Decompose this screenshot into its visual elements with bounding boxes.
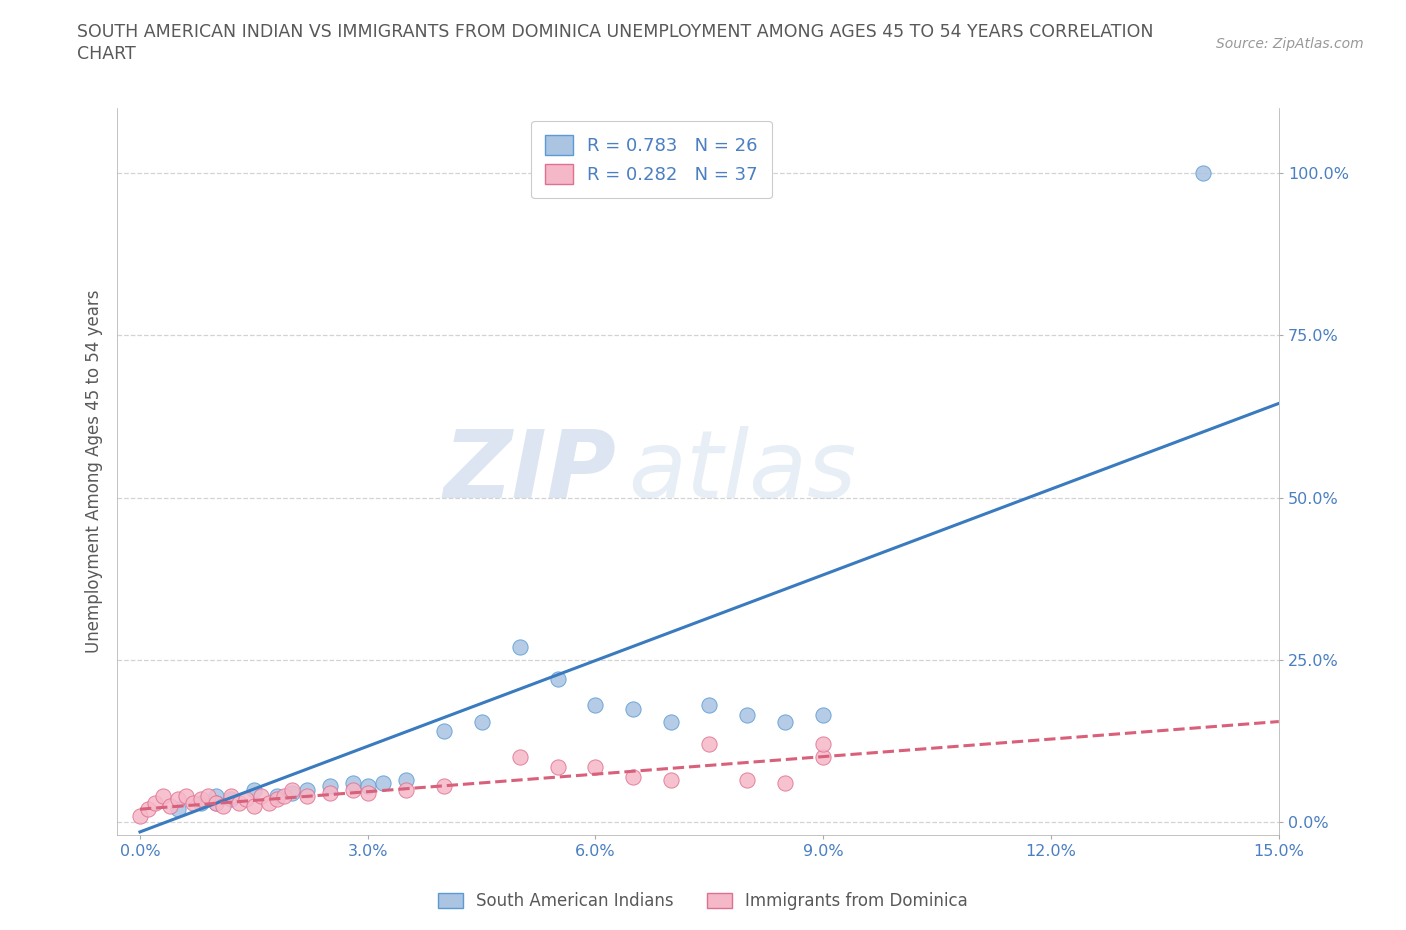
Point [319,786,342,801]
Point [243,782,266,797]
Point [143,795,166,810]
Point [319,779,342,794]
Point [205,795,228,810]
Text: ZIP: ZIP [444,426,617,518]
Point [509,750,531,764]
Point [737,773,759,788]
Point [699,737,721,751]
Point [281,782,304,797]
Point [129,808,152,823]
Text: atlas: atlas [628,426,856,517]
Point [167,792,190,807]
Point [547,671,569,686]
Point [547,760,569,775]
Point [174,789,197,804]
Text: Source: ZipAtlas.com: Source: ZipAtlas.com [1216,37,1364,51]
Point [281,786,304,801]
Point [623,701,645,716]
Point [212,799,235,814]
Point [585,760,607,775]
Point [219,792,242,807]
Point [190,795,212,810]
Point [371,776,394,790]
Point [181,795,204,810]
Point [813,750,835,764]
Point [205,789,228,804]
Point [737,708,759,723]
Point [775,714,797,729]
Point [433,724,456,738]
Point [357,786,380,801]
Point [509,640,531,655]
Y-axis label: Unemployment Among Ages 45 to 54 years: Unemployment Among Ages 45 to 54 years [86,290,103,654]
Point [159,799,181,814]
Point [190,792,212,807]
Point [585,698,607,712]
Text: CHART: CHART [77,45,136,62]
Point [357,779,380,794]
Point [136,802,159,817]
Point [661,714,683,729]
Point [250,789,273,804]
Point [699,698,721,712]
Point [228,795,250,810]
Point [813,708,835,723]
Point [471,714,494,729]
Point [395,773,418,788]
Point [205,795,228,810]
Point [342,782,364,797]
Point [197,789,219,804]
Point [257,795,280,810]
Point [295,789,318,804]
Text: SOUTH AMERICAN INDIAN VS IMMIGRANTS FROM DOMINICA UNEMPLOYMENT AMONG AGES 45 TO : SOUTH AMERICAN INDIAN VS IMMIGRANTS FROM… [77,23,1154,41]
Point [266,789,288,804]
Legend: R = 0.783   N = 26, R = 0.282   N = 37: R = 0.783 N = 26, R = 0.282 N = 37 [531,121,772,198]
Point [152,789,174,804]
Point [813,737,835,751]
Point [235,792,257,807]
Point [273,789,295,804]
Point [395,782,418,797]
Point [342,776,364,790]
Point [623,769,645,784]
Point [295,782,318,797]
Point [243,799,266,814]
Point [775,776,797,790]
Point [266,792,288,807]
Legend: South American Indians, Immigrants from Dominica: South American Indians, Immigrants from … [432,885,974,917]
Point [433,779,456,794]
Point [167,802,190,817]
Point [219,789,242,804]
Point [661,773,683,788]
Point [1192,166,1215,180]
